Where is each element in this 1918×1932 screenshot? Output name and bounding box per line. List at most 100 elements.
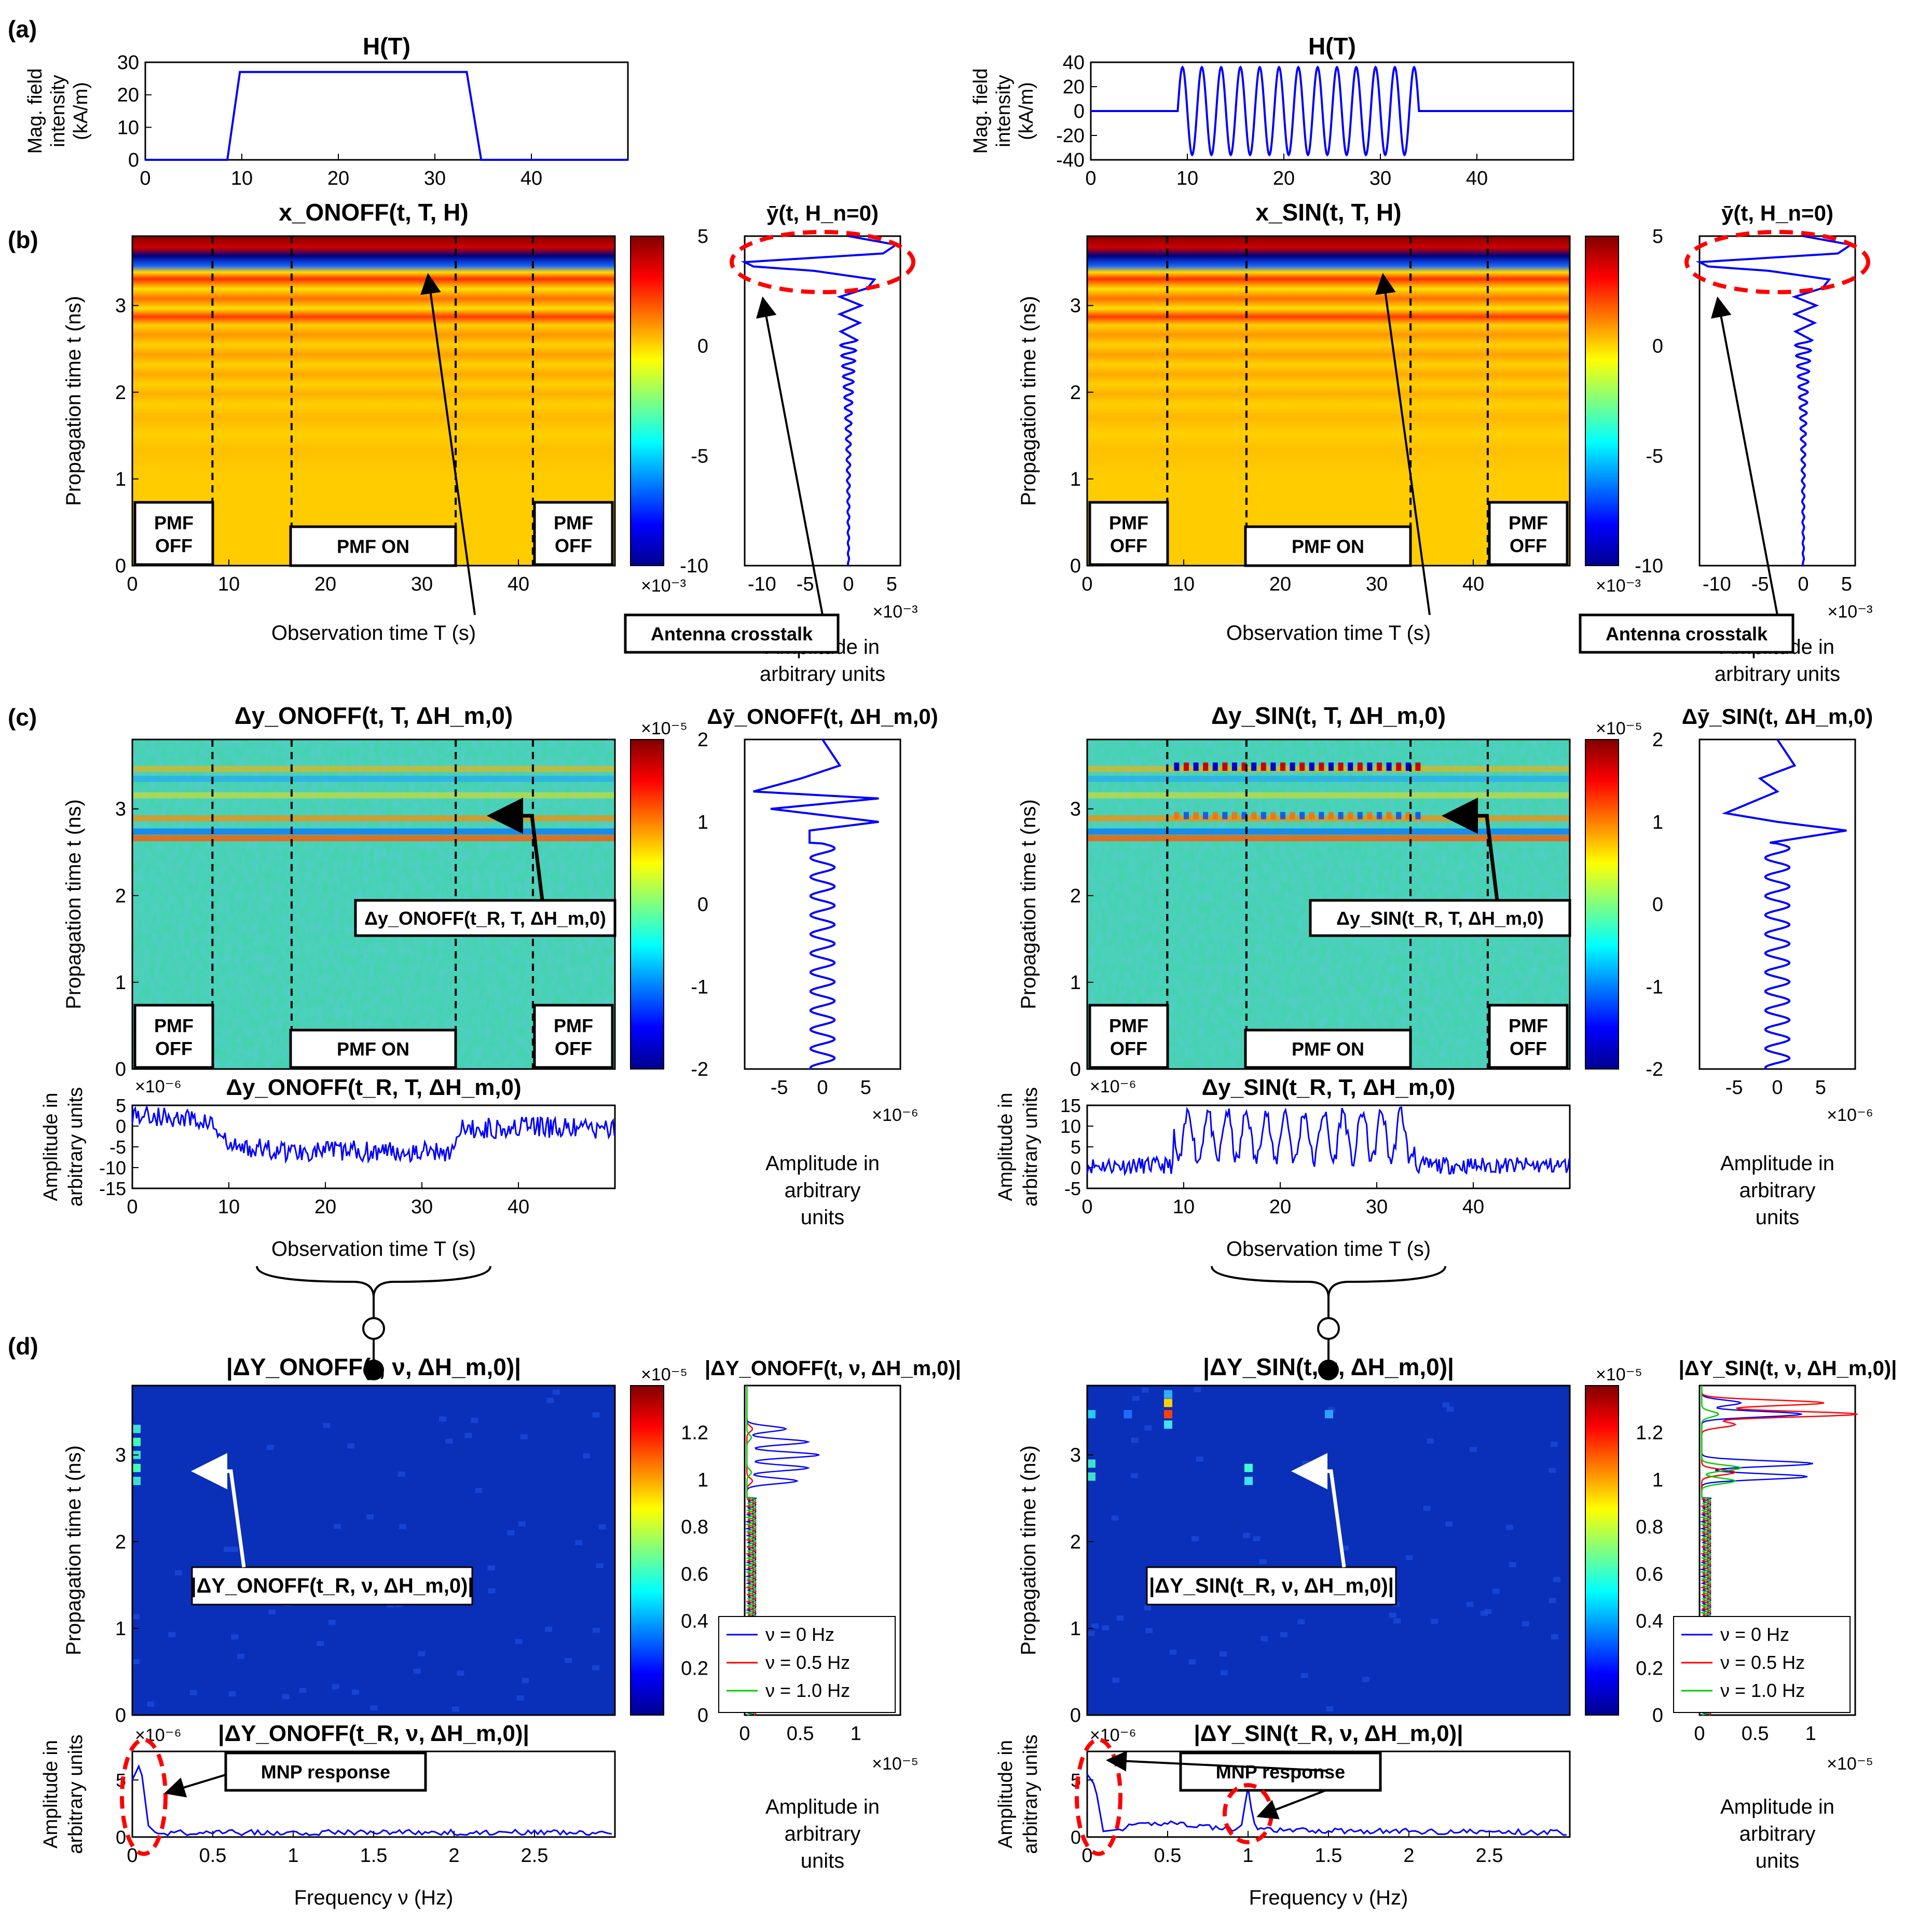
pmf-on-box-text: PMF ON [1292, 1038, 1364, 1060]
heatmap-speck [268, 1609, 276, 1615]
x-tick-label: 2.5 [1476, 1845, 1503, 1867]
y-tick-label: 5 [116, 1095, 126, 1116]
pmf-off-box-text: PMF [1109, 1015, 1148, 1036]
x-tick-label: 1.5 [360, 1845, 388, 1867]
pmf-off-box-text: OFF [1110, 1038, 1147, 1059]
heatmap-hotspot [132, 1424, 141, 1433]
heatmap-speck [132, 1614, 140, 1620]
x-tick-label: 1 [287, 1845, 298, 1867]
x-tick-label: 0 [817, 1077, 828, 1099]
pmf-off-box-text: OFF [155, 535, 193, 556]
x-axis-label: Observation time T (s) [1226, 1238, 1431, 1260]
y-axis-label: Amplitude in [40, 1740, 62, 1848]
heatmap-image [1087, 1386, 1570, 1715]
heatmap-oscillation [1184, 812, 1189, 819]
colorbar-tick-label: 0.4 [1636, 1611, 1663, 1633]
y-tick-label: 2 [1070, 382, 1081, 404]
heatmap-speck [413, 1668, 421, 1674]
heatmap-speck [1551, 1634, 1558, 1640]
profile-line [1695, 235, 1854, 566]
x-tick-label: 0 [127, 573, 138, 595]
chart-title: |ΔY_SIN(t, ν, ΔH_m,0)| [1679, 1357, 1897, 1380]
heatmap-speck [1522, 1621, 1530, 1627]
heatmap-speck [1142, 1387, 1149, 1393]
brace [256, 1266, 491, 1298]
x-axis-label: units [1756, 1206, 1800, 1229]
pmf-on-box [1244, 1029, 1412, 1069]
y-tick-label: 10 [117, 117, 139, 139]
y-axis-label: arbitrary units [65, 1734, 87, 1854]
connector-circle-open [362, 1317, 385, 1340]
x-tick-label: -5 [771, 1077, 788, 1099]
heatmap-speck [174, 1570, 182, 1575]
x-tick-label: 0 [1085, 168, 1096, 189]
y-tick-label: 0 [1071, 1157, 1081, 1179]
heatmap-speck [370, 1705, 378, 1711]
annotation-box [1309, 899, 1571, 937]
colorbar-tick-label: 1 [697, 812, 708, 833]
colorbar-tick-label: 5 [1652, 226, 1663, 248]
heatmap-speck [366, 1514, 374, 1520]
heatmap-speck [1196, 1456, 1203, 1462]
pmf-on-box [1244, 525, 1412, 567]
y-tick-label: 1 [1070, 972, 1081, 994]
x-tick-label: 10 [1173, 1196, 1195, 1218]
y-tick-label: 0 [115, 555, 126, 577]
x-tick-label: 40 [508, 573, 529, 595]
annotation-box-text: MNP response [1216, 1761, 1345, 1783]
x-tick-label: 30 [411, 573, 433, 595]
x-axis-label: arbitrary [1739, 1823, 1816, 1845]
x-tick-label: 40 [520, 168, 542, 189]
heatmap-speck [1131, 1437, 1139, 1443]
heatmap-oscillation [1377, 762, 1382, 771]
legend-entry: ν = 1.0 Hz [765, 1680, 850, 1701]
x-tick-label: -10 [1703, 573, 1731, 595]
heatmap-hotspot [1164, 1390, 1172, 1399]
heatmap-speck [231, 1634, 239, 1640]
heatmap-speck [592, 1665, 599, 1670]
heatmap-oscillation [1232, 812, 1237, 819]
heatmap-speck [1423, 1505, 1431, 1511]
heatmap-speck [1132, 1396, 1140, 1402]
colorbar-tick-label: 1.2 [1636, 1422, 1663, 1444]
heatmap-oscillation [1309, 762, 1314, 771]
heatmap-oscillation [1377, 812, 1382, 819]
heatmap-speck [282, 1694, 290, 1700]
heatmap-oscillation [1299, 762, 1305, 771]
heatmap-speck [223, 1546, 231, 1552]
annotation-text: |ΔY_ONOFF(t_R, ν, ΔH_m,0)| [190, 1574, 473, 1597]
colorbar-tick-label: -10 [1635, 555, 1663, 577]
x-tick-label: 0.5 [1154, 1845, 1182, 1867]
heatmap-speck [1327, 1407, 1335, 1413]
y-tick-label: -5 [109, 1136, 126, 1158]
heatmap-oscillation [1232, 762, 1237, 771]
heatmap-oscillation [1261, 812, 1266, 819]
heatmap-hotspot [132, 1463, 141, 1472]
colorbar-tick-label: -1 [1646, 976, 1663, 998]
pmf-off-box [1088, 501, 1169, 566]
colorbar-tick-label: -5 [1646, 445, 1663, 467]
heatmap-speck [398, 1471, 406, 1477]
pmf-off-box-text: PMF [554, 1015, 593, 1036]
heatmap-hotspot [1164, 1410, 1172, 1419]
x-tick-label: 1 [1805, 1723, 1816, 1745]
colorbar-tick-label: -10 [680, 555, 708, 577]
pmf-on-box-text: PMF ON [337, 536, 409, 557]
heatmap-speck [1506, 1525, 1514, 1530]
heatmap-speck [1261, 1636, 1268, 1641]
heatmap-speck [147, 1701, 155, 1707]
highlight-ellipse [1684, 230, 1870, 294]
x-exponent: ×10⁻³ [873, 602, 918, 622]
pmf-off-box-text: PMF [1509, 512, 1548, 533]
y-tick-label: 0 [115, 1705, 126, 1727]
chart-title: Δȳ_ONOFF(t, ΔH_m,0) [707, 704, 938, 729]
y-tick-label: 3 [1070, 295, 1081, 317]
pmf-off-box-text: PMF [154, 1015, 194, 1036]
pmf-off-box-text: OFF [1110, 535, 1147, 556]
colorbar-tick-label: 1 [1652, 1469, 1663, 1491]
pmf-off-box [1488, 1004, 1569, 1069]
heatmap-speck [1220, 1670, 1228, 1676]
heatmap-oscillation [1357, 762, 1363, 771]
colorbar-tick-label: 1 [697, 1469, 708, 1491]
colorbar-tick-label: -5 [691, 445, 708, 467]
